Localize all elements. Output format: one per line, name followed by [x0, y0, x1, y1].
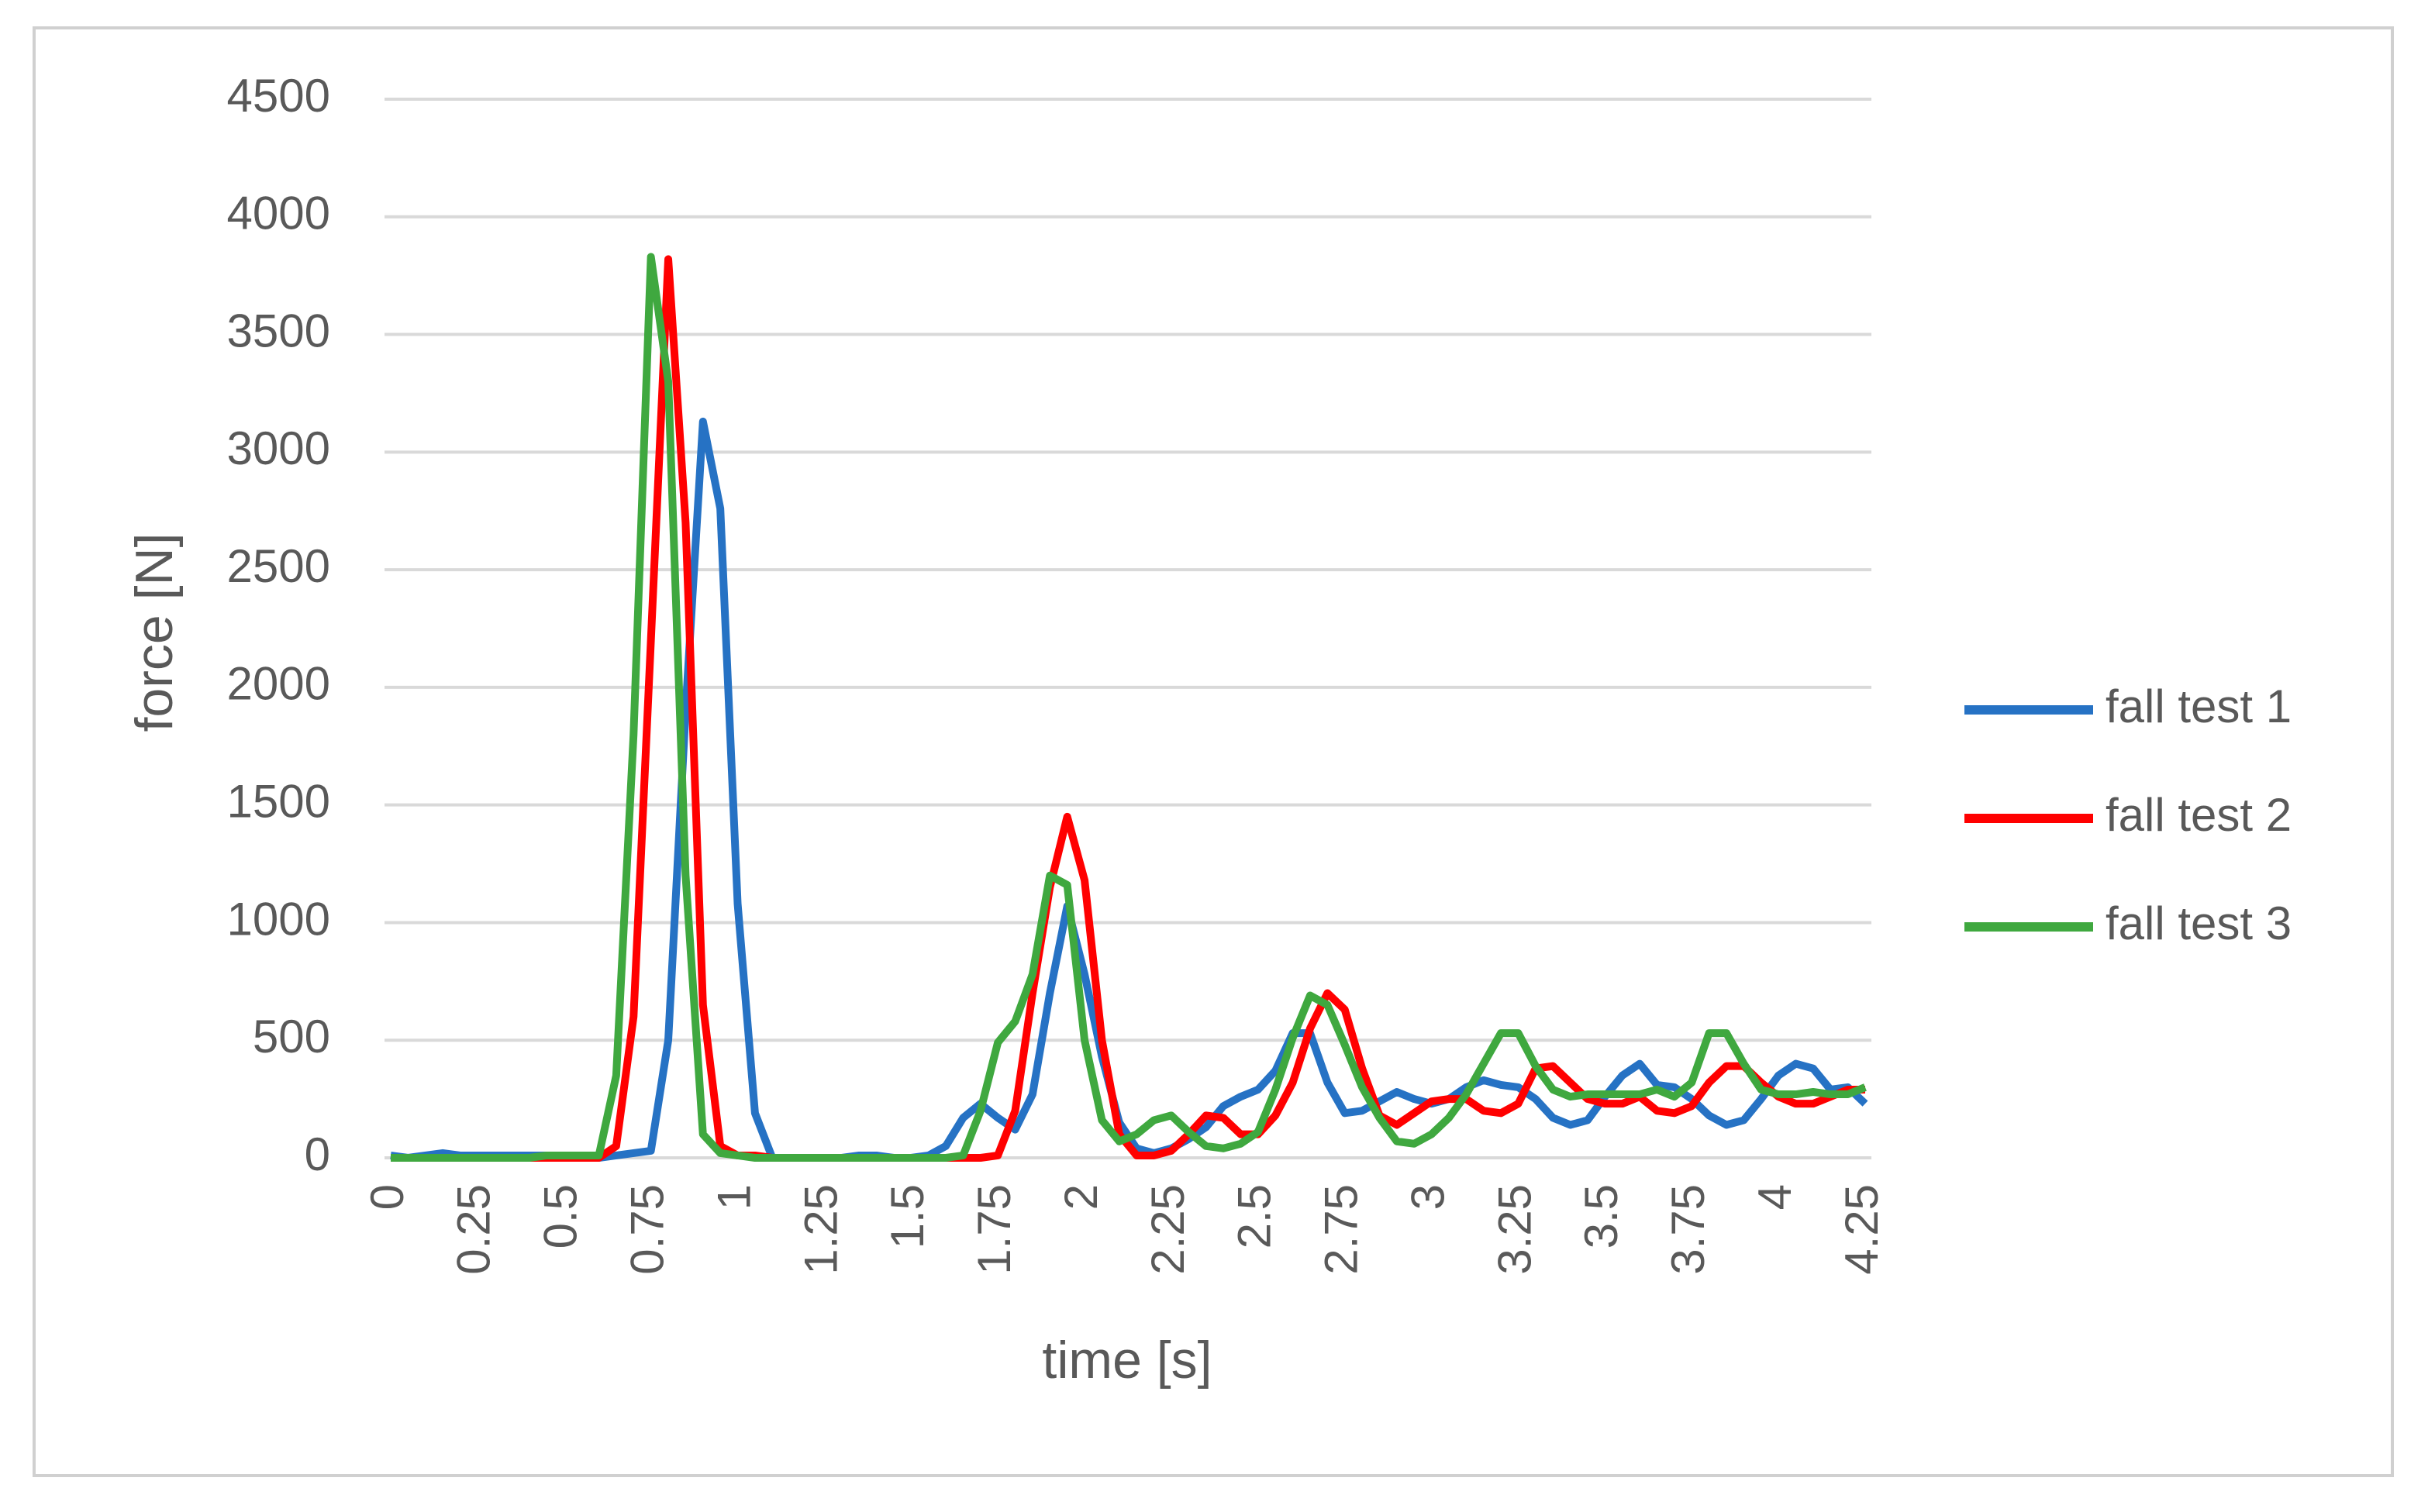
x-tick-label: 0 — [361, 1184, 413, 1210]
y-tick-label: 500 — [253, 1011, 330, 1063]
x-tick-label: 4.25 — [1836, 1184, 1888, 1275]
x-tick-label: 3.5 — [1575, 1184, 1627, 1249]
y-tick-label: 1000 — [227, 893, 330, 945]
y-tick-label: 2000 — [227, 658, 330, 710]
y-tick-label: 0 — [305, 1128, 330, 1180]
chart-border — [33, 26, 2394, 1477]
x-tick-label: 2.75 — [1316, 1184, 1367, 1275]
x-tick-label: 2.5 — [1229, 1184, 1281, 1249]
x-tick-label: 1.75 — [968, 1184, 1020, 1275]
x-axis-title: time [s] — [1042, 1331, 1212, 1390]
x-tick-label: 0.5 — [535, 1184, 587, 1249]
x-tick-label: 1 — [708, 1184, 760, 1210]
y-tick-label: 1500 — [227, 776, 330, 828]
x-tick-label: 3.25 — [1488, 1184, 1540, 1275]
x-tick-label: 2 — [1055, 1184, 1107, 1210]
legend-label: fall test 2 — [2106, 789, 2292, 841]
x-tick-label: 2.25 — [1142, 1184, 1194, 1275]
legend-label: fall test 3 — [2106, 897, 2292, 949]
x-tick-label: 3 — [1402, 1184, 1454, 1210]
x-tick-label: 1.25 — [795, 1184, 847, 1275]
y-tick-label: 3500 — [227, 305, 330, 356]
series-line — [391, 255, 1865, 1162]
legend-label: fall test 1 — [2106, 680, 2292, 732]
y-tick-label: 4500 — [227, 70, 330, 122]
y-tick-label: 3000 — [227, 422, 330, 474]
x-tick-label: 0.75 — [621, 1184, 673, 1275]
x-tick-label: 4 — [1749, 1184, 1801, 1210]
series-line — [391, 253, 1867, 1162]
x-tick-label: 0.25 — [448, 1184, 500, 1275]
y-axis-title: force [N] — [125, 533, 184, 732]
y-tick-label: 2500 — [227, 540, 330, 592]
x-tick-label: 3.75 — [1662, 1184, 1714, 1275]
x-tick-label: 1.5 — [881, 1184, 933, 1249]
y-tick-label: 4000 — [227, 188, 330, 239]
